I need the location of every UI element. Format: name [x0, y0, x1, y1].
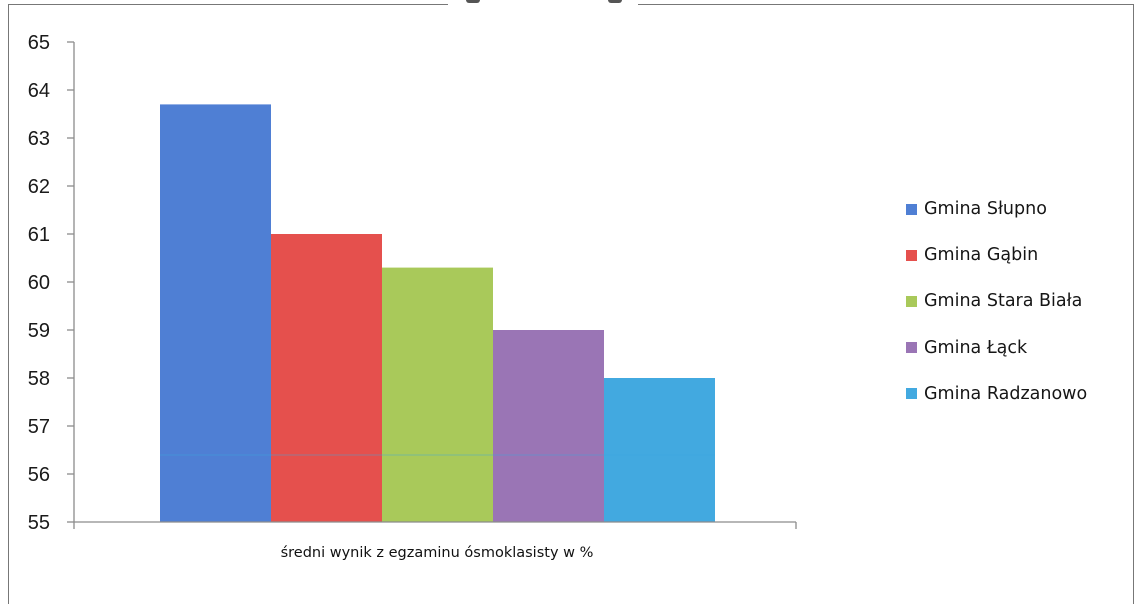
- legend-label: Gmina Łąck: [924, 337, 1028, 358]
- legend-label: Gmina Stara Biała: [924, 291, 1083, 312]
- bar-2: [271, 234, 382, 522]
- y-tick-label: 56: [28, 464, 50, 486]
- legend: Gmina Słupno Gmina Gąbin Gmina Stara Biała…: [906, 197, 1138, 428]
- legend-label: Gmina Gąbin: [924, 245, 1039, 266]
- title-glyph-fragment: [466, 0, 480, 3]
- y-tick-label: 58: [28, 368, 50, 390]
- x-axis-label: średni wynik z egzaminu ósmoklasisty w %: [281, 545, 594, 561]
- bar-4: [493, 330, 604, 522]
- bar-3: [382, 267, 493, 522]
- y-tick-label: 61: [28, 224, 50, 246]
- y-tick-label: 62: [28, 176, 50, 198]
- y-tick-label: 60: [28, 272, 50, 294]
- y-tick-label: 57: [28, 416, 50, 438]
- legend-label: Gmina Radzanowo: [924, 383, 1088, 404]
- bar-5: [604, 378, 715, 522]
- legend-swatch: [906, 342, 917, 354]
- title-glyph-fragment: [608, 0, 622, 3]
- bar-1: [160, 104, 271, 523]
- legend-swatch: [906, 249, 917, 261]
- y-tick-label: 65: [28, 32, 50, 54]
- legend-item: Gmina Łąck: [906, 336, 1138, 360]
- legend-item: Gmina Stara Biała: [906, 289, 1138, 313]
- y-tick-label: 55: [28, 512, 50, 534]
- y-tick-label: 63: [28, 128, 50, 150]
- legend-item: Gmina Gąbin: [906, 243, 1138, 267]
- chart-title-remnant: [448, 0, 638, 6]
- legend-label: Gmina Słupno: [924, 199, 1047, 219]
- y-tick-label: 64: [28, 80, 50, 102]
- y-tick-label: 59: [28, 320, 50, 342]
- legend-swatch: [906, 203, 917, 215]
- legend-item: Gmina Radzanowo: [906, 382, 1138, 406]
- legend-swatch: [906, 388, 917, 400]
- legend-swatch: [906, 295, 917, 307]
- legend-item: Gmina Słupno: [906, 197, 1138, 221]
